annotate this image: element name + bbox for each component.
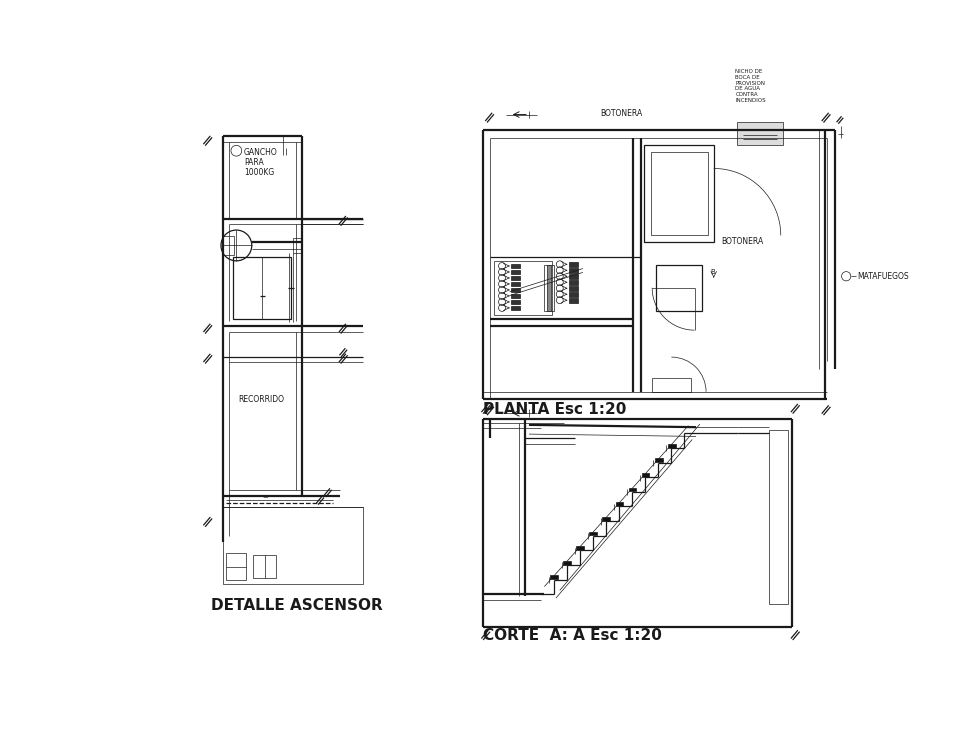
- Bar: [512, 299, 520, 304]
- Bar: [494, 261, 552, 315]
- Bar: [564, 561, 571, 564]
- Bar: [569, 292, 578, 296]
- Bar: [569, 280, 578, 285]
- Bar: [223, 507, 364, 584]
- Bar: [652, 378, 690, 392]
- Bar: [569, 268, 578, 272]
- Text: BOTONERA: BOTONERA: [600, 109, 642, 118]
- Bar: [769, 430, 788, 604]
- Bar: [547, 265, 550, 311]
- Bar: [656, 265, 702, 311]
- Bar: [544, 265, 554, 311]
- Bar: [512, 282, 520, 286]
- Bar: [569, 274, 578, 279]
- Bar: [576, 546, 584, 550]
- Text: GANCHO
PARA
1000KG: GANCHO PARA 1000KG: [244, 147, 277, 177]
- Bar: [512, 293, 520, 299]
- Text: =: =: [262, 494, 268, 501]
- Bar: [615, 502, 623, 506]
- Bar: [668, 444, 676, 447]
- Bar: [233, 257, 291, 318]
- Text: NICHO DE
BOCA DE
PROVISION
DE AGUA
CONTRA
INCENDIOS: NICHO DE BOCA DE PROVISION DE AGUA CONTR…: [735, 69, 766, 103]
- Bar: [227, 553, 246, 580]
- Bar: [655, 458, 662, 462]
- Bar: [569, 298, 578, 302]
- Bar: [223, 237, 234, 255]
- Bar: [512, 306, 520, 310]
- Text: BOTONERA: BOTONERA: [722, 237, 764, 246]
- Bar: [253, 555, 276, 578]
- Bar: [651, 152, 708, 236]
- Bar: [512, 264, 520, 269]
- Bar: [512, 288, 520, 292]
- Bar: [589, 531, 597, 535]
- Text: MATAFUEGOS: MATAFUEGOS: [857, 272, 909, 281]
- Bar: [512, 276, 520, 280]
- Bar: [642, 473, 650, 477]
- Bar: [629, 488, 636, 491]
- Bar: [603, 517, 611, 520]
- Text: DETALLE ASCENSOR: DETALLE ASCENSOR: [211, 598, 383, 612]
- Bar: [550, 575, 558, 579]
- Bar: [569, 286, 578, 291]
- Bar: [512, 269, 520, 274]
- Text: RECORRIDO: RECORRIDO: [238, 395, 284, 404]
- Text: PLANTA Esc 1:20: PLANTA Esc 1:20: [483, 402, 626, 417]
- Bar: [737, 122, 783, 145]
- Bar: [569, 262, 578, 266]
- Bar: [293, 238, 301, 253]
- Text: CORTE  A: A Esc 1:20: CORTE A: A Esc 1:20: [483, 629, 661, 643]
- Bar: [644, 145, 713, 242]
- Text: B: B: [709, 269, 714, 275]
